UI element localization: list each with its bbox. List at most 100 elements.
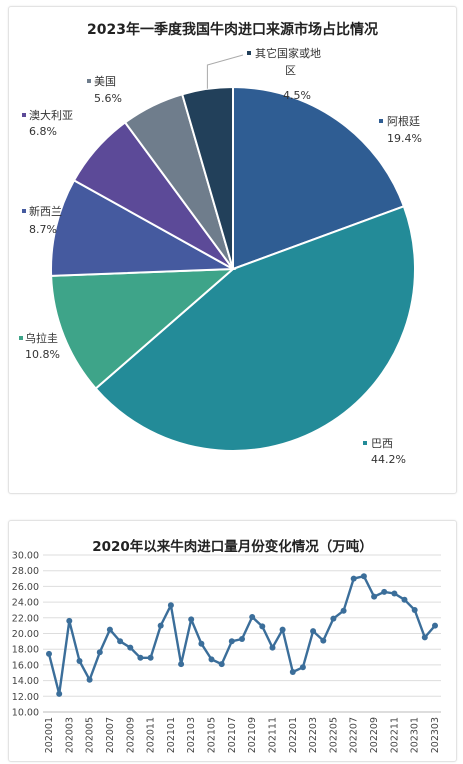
x-tick-label: 202107 [227,717,238,753]
data-point [350,575,357,582]
pie-slice-label: 巴西 [371,437,393,450]
pie-label-marker [22,209,26,213]
line-chart: 10.00 12.00 14.00 16.00 18.00 20.00 22.00 24.00… [12,551,441,753]
data-point [218,661,225,668]
series-line [47,575,436,696]
x-tick-label: 202301 [410,717,421,753]
data-point [310,628,317,635]
y-tick-label: 26.00 [12,582,39,593]
pie-slice-label: 阿根廷 [387,114,420,128]
data-point [117,638,124,645]
x-tick-label: 202303 [430,717,441,753]
data-point [178,661,185,668]
x-tick-label: 202209 [369,717,380,753]
y-tick-label: 24.00 [12,598,39,609]
data-point [401,596,408,603]
pie-slice-label: 乌拉圭 [25,331,58,345]
data-point [76,658,83,664]
x-tick-label: 202205 [328,717,339,753]
data-point [188,616,195,623]
pie-slice-value: 5.6% [94,92,122,105]
data-point [96,649,103,656]
data-point [66,617,73,624]
x-tick-label: 202003 [64,717,75,753]
pie-slice-value: 4.5% [283,89,311,102]
y-tick-label: 20.00 [12,629,39,640]
y-tick-label: 12.00 [12,692,39,703]
x-tick-label: 202211 [389,717,400,753]
data-point [167,602,174,609]
data-point [269,644,276,651]
data-point [391,590,398,597]
pie-slice-value: 6.8% [29,125,57,138]
x-tick-label: 202001 [44,717,55,753]
line-chart-title: 2020年以来牛肉进口量月份变化情况（万吨） [92,539,373,555]
data-point [198,640,205,647]
line-chart-panel: 2020年以来牛肉进口量月份变化情况（万吨） 10.00 12.00 14.00 16… [8,520,457,762]
y-tick-label: 16.00 [12,660,39,671]
x-tick-label: 202101 [166,717,177,753]
data-point [381,588,388,595]
data-point [330,615,337,622]
data-point [239,636,245,642]
data-point [157,622,164,629]
x-tick-label: 202011 [146,717,157,753]
data-point [421,634,428,641]
pie-slice [50,267,236,390]
data-point [411,607,418,613]
x-tick-label: 202203 [308,717,319,753]
data-point [259,623,266,630]
data-point [360,573,367,580]
data-point [299,664,306,671]
data-point [249,614,256,620]
data-point [320,637,327,644]
pie-slice-label: 其它国家或地 [255,46,321,60]
pie-chart-title: 2023年一季度我国牛肉进口来源市场占比情况 [87,22,378,38]
x-tick-label: 202009 [125,717,136,753]
data-point [340,607,347,614]
data-point [137,654,144,661]
pie-slice-value: 10.8% [25,348,60,361]
pie-label-marker [22,113,26,117]
pie-chart-panel: 2023年一季度我国牛肉进口来源市场占比情况 阿根廷 19.4% 巴西 44.2% 乌拉… [8,6,457,494]
pie-slice-value: 19.4% [387,132,422,145]
pie-chart: 阿根廷 19.4% 巴西 44.2% 乌拉圭 10.8% 新西兰 8.7% 澳大利亚 6.8% 美国… [19,46,422,466]
pie-slice [94,204,416,452]
pie-slice-label: 澳大利亚 [29,108,73,122]
data-point [127,644,134,651]
pie-slice-label: 新西兰 [29,204,62,218]
x-tick-label: 202007 [105,717,116,753]
pie-label-marker [363,441,367,445]
x-tick-label: 202207 [349,717,360,753]
y-tick-label: 22.00 [12,613,39,624]
y-tick-label: 28.00 [12,566,39,577]
pie-slice [180,85,234,270]
x-tick-label: 202105 [207,717,218,753]
pie-label-marker [87,79,91,83]
data-point [86,676,93,683]
data-point [106,626,113,633]
pie-label-marker [19,336,23,340]
pie-slice-value: 8.7% [29,223,57,236]
pie-slice-value: 44.2% [371,453,406,466]
y-tick-label: 30.00 [12,551,39,562]
pie-leader-line [206,54,244,89]
x-tick-label: 202005 [85,717,96,753]
data-point [46,650,52,657]
x-tick-label: 202201 [288,717,299,753]
data-point [228,638,235,645]
data-point [279,626,286,633]
pie-slice [232,85,406,271]
pie-label-marker [379,119,383,123]
pie-slice-label: 美国 [94,75,116,88]
data-point [371,593,378,600]
data-point [208,656,215,663]
data-point [432,622,438,629]
data-point [289,669,296,675]
x-tick-label: 202103 [186,717,197,753]
y-tick-label: 18.00 [12,645,39,656]
pie-label-marker [247,51,251,55]
x-tick-label: 202111 [268,717,279,753]
y-tick-label: 14.00 [12,676,39,687]
pie-slice [50,178,237,277]
